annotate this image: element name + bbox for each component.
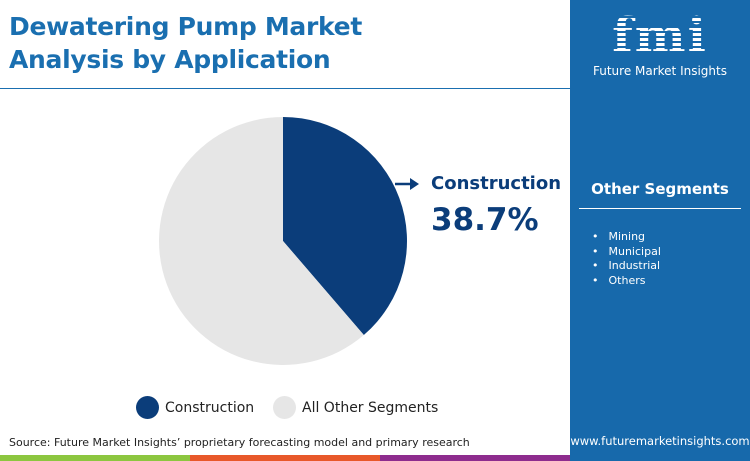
legend-item-other: All Other Segments xyxy=(273,396,438,419)
legend-swatch xyxy=(273,396,296,419)
other-segments-title: Other Segments xyxy=(591,180,729,198)
callout-value: 38.7% xyxy=(431,202,539,238)
logo-mark: fmi xyxy=(570,8,750,64)
legend-swatch xyxy=(136,396,159,419)
segment-item: Industrial xyxy=(592,259,661,274)
page-title: Dewatering Pump Market Analysis by Appli… xyxy=(9,10,362,76)
source-note: Source: Future Market Insights’ propriet… xyxy=(9,436,470,449)
stripe-orange xyxy=(190,455,380,461)
pie-chart xyxy=(158,117,419,366)
pie-slice-all-other-segments xyxy=(158,117,364,366)
segments-list: Mining Municipal Industrial Others xyxy=(592,230,661,288)
callout-arrow-icon xyxy=(395,178,419,190)
title-divider xyxy=(0,88,570,89)
title-line-1: Dewatering Pump Market xyxy=(9,12,362,41)
stripe-green xyxy=(0,455,190,461)
legend-item-construction: Construction xyxy=(136,396,254,419)
fmi-logo: fmi Future Market Insights xyxy=(570,8,750,78)
segment-item: Mining xyxy=(592,230,661,245)
segments-divider xyxy=(579,208,741,209)
legend-label: All Other Segments xyxy=(302,399,439,416)
pie-slice-construction xyxy=(283,117,407,336)
legend-label: Construction xyxy=(165,399,255,416)
segment-item: Municipal xyxy=(592,245,661,260)
website-link[interactable]: www.futuremarketinsights.com xyxy=(570,434,750,448)
title-line-2: Analysis by Application xyxy=(9,45,331,74)
segment-item: Others xyxy=(592,274,661,289)
stripe-purple xyxy=(380,455,570,461)
callout-label: Construction xyxy=(431,173,562,194)
side-panel: fmi Future Market Insights Other Segment… xyxy=(570,0,750,461)
brand-name: Future Market Insights xyxy=(592,64,727,78)
